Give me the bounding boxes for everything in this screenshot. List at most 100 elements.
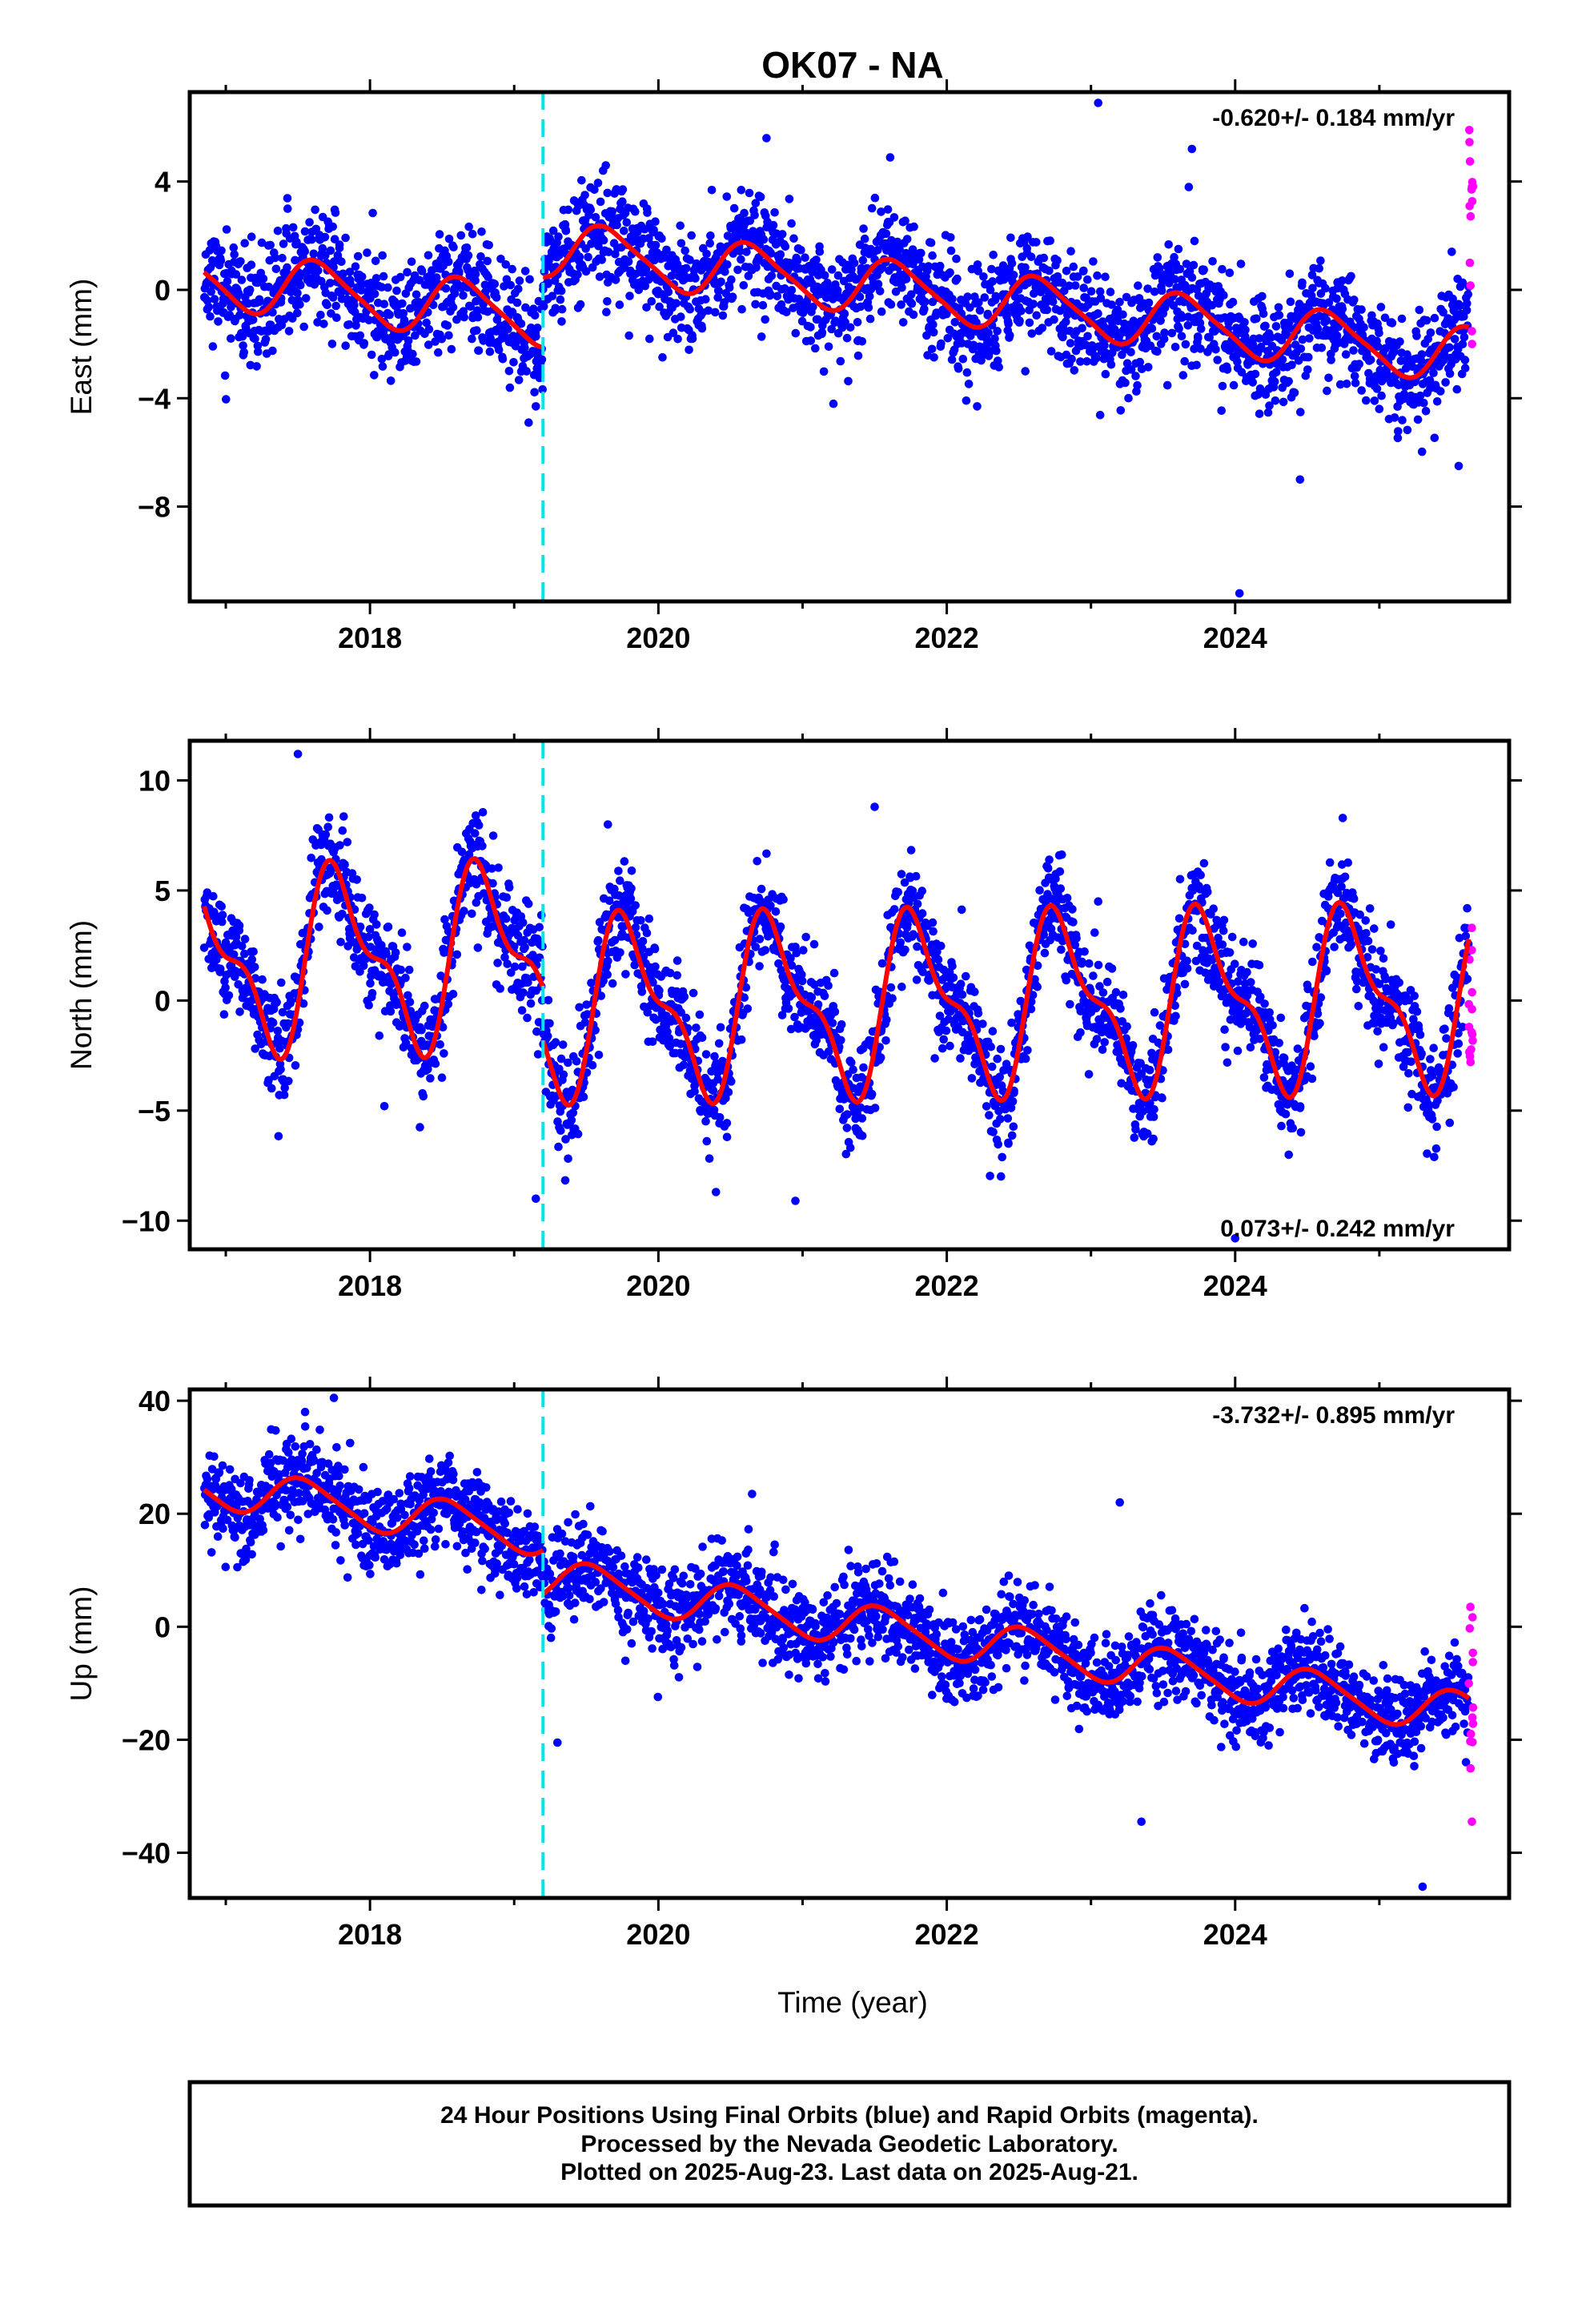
north-data-point xyxy=(494,863,503,872)
east-data-point xyxy=(341,233,350,243)
east-data-point xyxy=(1271,396,1280,405)
east-data-point xyxy=(1351,379,1360,388)
chart-title: OK07 - NA xyxy=(761,44,943,86)
north-data-point xyxy=(396,965,406,975)
north-data-point xyxy=(471,829,480,838)
east-data-point xyxy=(208,342,218,351)
east-data-point xyxy=(767,271,777,280)
east-data-point xyxy=(335,240,344,249)
north-data-point xyxy=(365,903,374,912)
east-data-point xyxy=(1106,287,1115,296)
north-data-point xyxy=(551,1038,560,1047)
east-data-point xyxy=(284,327,294,336)
east-data-point xyxy=(441,283,451,293)
east-data-point xyxy=(946,268,954,277)
east-data-point xyxy=(853,351,863,360)
east-data-point xyxy=(822,293,831,303)
east-data-point xyxy=(1342,380,1351,388)
east-data-point xyxy=(1460,356,1470,364)
north-data-point xyxy=(648,1037,657,1046)
east-data-point xyxy=(1447,247,1456,256)
north-data-point xyxy=(218,917,227,927)
east-data-point xyxy=(624,257,633,266)
north-data-point xyxy=(824,981,833,991)
east-data-point xyxy=(1115,297,1124,307)
east-data-point xyxy=(664,287,673,296)
north-data-point xyxy=(340,860,349,869)
east-data-point xyxy=(204,303,213,312)
east-data-point xyxy=(833,286,842,295)
east-data-point xyxy=(625,292,634,300)
north-data-point xyxy=(448,990,458,999)
east-data-point xyxy=(647,297,656,306)
north-data-point xyxy=(906,846,916,854)
east-model-curve xyxy=(202,223,1470,380)
east-data-point xyxy=(1394,380,1403,390)
east-data-point xyxy=(1441,378,1450,387)
north-data-point xyxy=(488,879,497,888)
north-data-point xyxy=(828,1019,837,1027)
north-data-point xyxy=(847,1058,856,1068)
east-data-point xyxy=(459,291,468,300)
north-data-point xyxy=(275,1043,284,1053)
east-frame xyxy=(187,90,1512,604)
north-data-point xyxy=(404,991,412,1000)
east-data-point xyxy=(936,261,945,271)
north-data-point xyxy=(882,1015,891,1024)
east-data-point xyxy=(1048,297,1058,307)
north-data-point xyxy=(237,942,247,951)
north-data-point xyxy=(1233,1046,1243,1055)
north-data-point xyxy=(1225,948,1235,957)
east-data-point xyxy=(979,272,988,281)
east-data-point xyxy=(886,300,896,309)
north-data-point xyxy=(472,879,481,889)
east-data-point xyxy=(490,279,500,288)
east-data-point xyxy=(1217,406,1226,415)
east-data-point xyxy=(1093,271,1102,280)
north-data-point xyxy=(970,987,979,996)
east-data-point xyxy=(1196,324,1206,333)
north-data-point xyxy=(801,932,810,942)
north-data-point xyxy=(250,963,259,971)
north-data-point xyxy=(235,921,244,930)
east-data-point xyxy=(534,296,544,306)
east-data-point xyxy=(1395,337,1404,346)
north-data-point xyxy=(323,906,331,915)
east-data-point xyxy=(268,346,277,356)
north-data-point xyxy=(727,1077,736,1086)
north-data-point xyxy=(627,866,636,875)
north-data-point xyxy=(1045,855,1054,864)
east-data-point xyxy=(827,265,837,274)
east-data-point xyxy=(586,205,596,215)
north-data-point xyxy=(1055,867,1065,876)
east-data-point xyxy=(1101,369,1110,379)
east-data-point xyxy=(353,251,363,261)
east-data-point xyxy=(1213,356,1222,364)
east-data-point xyxy=(596,197,605,207)
east-data-point xyxy=(245,285,255,295)
east-data-point xyxy=(611,275,620,284)
north-data-point xyxy=(579,1092,588,1101)
east-data-point xyxy=(758,300,768,310)
east-data-point xyxy=(1219,291,1228,300)
east-data-point xyxy=(515,276,524,285)
east-data-point xyxy=(644,234,653,243)
east-data-point xyxy=(1069,262,1078,271)
east-data-point xyxy=(685,304,695,314)
north-data-point xyxy=(677,1008,685,1017)
east-xtick-label: 2022 xyxy=(915,621,979,654)
north-data-point xyxy=(209,891,218,901)
east-data-point xyxy=(964,380,974,388)
north-data-point xyxy=(944,1015,954,1023)
east-data-point xyxy=(954,364,963,373)
east-data-point xyxy=(1419,398,1428,408)
north-data-point xyxy=(452,950,462,959)
east-outlier-point xyxy=(1295,475,1305,485)
north-data-point xyxy=(1143,1129,1152,1138)
east-data-point xyxy=(238,332,247,341)
east-data-point xyxy=(1023,232,1032,241)
east-data-point xyxy=(1122,359,1132,368)
east-data-point xyxy=(1393,433,1403,443)
east-data-point xyxy=(787,286,797,295)
